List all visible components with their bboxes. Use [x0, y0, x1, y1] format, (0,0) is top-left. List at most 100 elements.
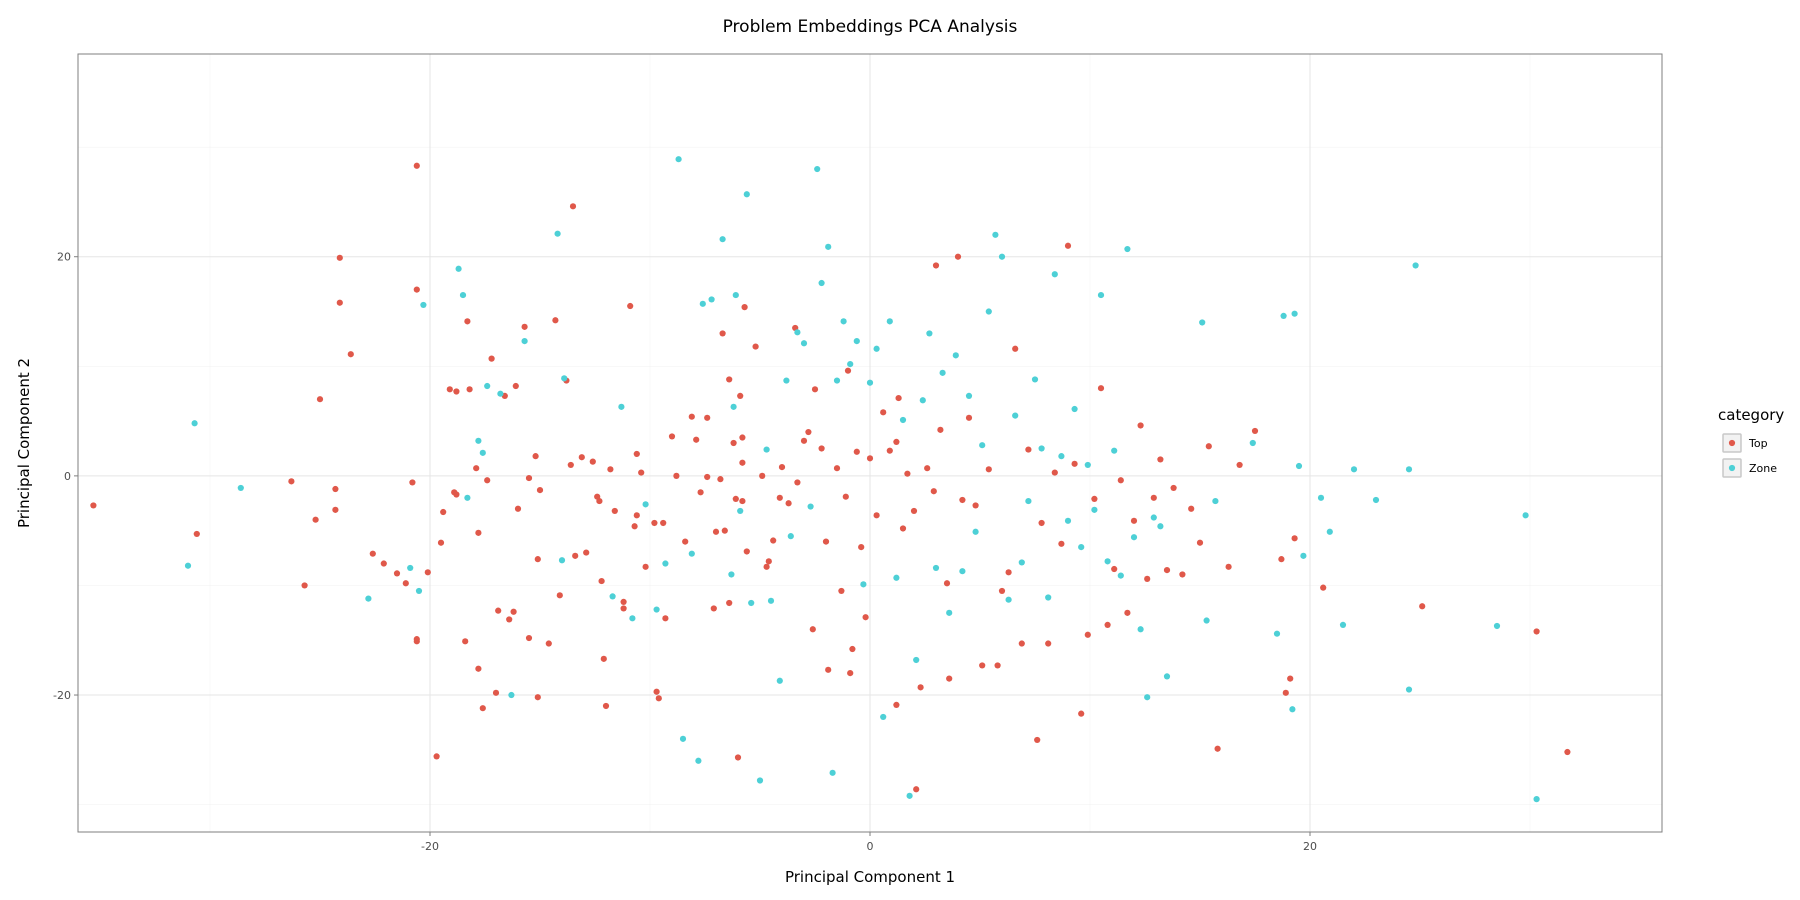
data-point-zone [1326, 528, 1333, 535]
data-point-top [1278, 556, 1285, 563]
data-point-zone [521, 337, 528, 345]
data-point-top [1034, 736, 1041, 744]
data-point-top [437, 539, 445, 546]
data-point-top [332, 485, 339, 493]
data-point-zone [1091, 506, 1098, 513]
data-point-top [719, 330, 726, 337]
data-point-zone [1295, 462, 1303, 470]
data-point-top [930, 488, 937, 495]
data-point-zone [484, 382, 491, 390]
data-point-top [1163, 567, 1171, 574]
data-point-top [578, 454, 585, 461]
data-point-top [1196, 539, 1204, 546]
data-point-zone [743, 191, 750, 198]
data-point-zone [998, 253, 1006, 260]
data-point-zone [407, 564, 414, 572]
data-point-top [602, 702, 610, 710]
data-point-top [512, 382, 519, 390]
data-point-zone [1150, 514, 1157, 521]
data-point-zone [191, 420, 198, 427]
data-point-top [913, 786, 920, 793]
data-point-zone [479, 449, 486, 456]
data-point-top [525, 634, 533, 642]
data-point-zone [699, 300, 706, 307]
data-point-zone [1078, 543, 1085, 551]
data-point-top [413, 286, 420, 293]
y-axis-ticks: -20 0 20 [53, 251, 78, 702]
data-point-top [475, 665, 482, 672]
data-point-top [1078, 710, 1085, 717]
data-point-top [1071, 460, 1078, 467]
data-point-zone [1071, 405, 1078, 413]
data-point-top [1045, 640, 1052, 647]
data-point-top [849, 645, 856, 653]
data-point-top [336, 299, 343, 306]
data-point-zone [475, 437, 482, 444]
data-point-zone [1104, 558, 1111, 565]
data-point-top [710, 605, 717, 612]
data-point-top [1124, 609, 1131, 616]
data-point-top [778, 464, 786, 471]
data-point-zone [1045, 594, 1052, 601]
data-point-top [998, 587, 1006, 595]
data-point-zone [1339, 621, 1347, 628]
data-point-top [506, 616, 513, 623]
data-point-top [655, 695, 662, 702]
data-point-zone [1317, 494, 1325, 501]
data-point-top [1179, 571, 1186, 578]
legend-title: category [1718, 406, 1784, 424]
data-point-top [730, 439, 737, 447]
data-point-top [1130, 517, 1138, 524]
data-point-top [853, 448, 860, 455]
data-point-zone [1064, 517, 1072, 524]
data-point-top [743, 548, 750, 555]
data-point-top [818, 445, 825, 452]
chart-title: Problem Embeddings PCA Analysis [723, 17, 1018, 37]
data-point-zone [926, 330, 933, 337]
data-point-zone [618, 403, 625, 410]
data-point-zone [1144, 694, 1151, 701]
data-point-zone [985, 308, 992, 315]
data-point-top [844, 367, 852, 374]
data-point-zone [814, 165, 821, 173]
data-point-top [536, 487, 544, 494]
data-point-zone [946, 609, 953, 616]
data-point-top [620, 598, 627, 605]
data-point-top [1225, 563, 1232, 570]
data-point-zone [1533, 796, 1540, 803]
data-point-top [413, 638, 420, 645]
data-point-zone [1273, 630, 1281, 637]
data-point-top [660, 519, 667, 527]
data-point-top [600, 655, 607, 662]
data-point-top [473, 465, 480, 472]
data-point-top [972, 502, 979, 509]
data-point-top [288, 478, 295, 485]
data-point-zone [787, 533, 794, 540]
legend-marker-top [1728, 439, 1736, 447]
data-point-zone [675, 156, 682, 163]
data-point-zone [609, 593, 616, 600]
data-point-top [682, 538, 689, 545]
data-point-top [822, 538, 830, 545]
data-point-top [193, 530, 200, 538]
data-point-top [611, 507, 618, 515]
data-point-top [1104, 621, 1111, 628]
data-point-zone [979, 442, 986, 449]
data-point-top [1064, 242, 1072, 249]
data-point-top [552, 317, 559, 324]
data-point-top [886, 447, 893, 454]
data-point-top [866, 455, 874, 462]
data-point-top [809, 626, 816, 633]
data-point-zone [561, 375, 568, 382]
data-point-top [899, 525, 907, 532]
data-point-top [567, 461, 574, 469]
data-point-zone [840, 318, 847, 325]
data-point-top [985, 466, 992, 473]
data-point-top [453, 388, 460, 395]
data-point-top [994, 662, 1001, 669]
data-point-zone [420, 301, 427, 309]
data-point-zone [695, 757, 702, 764]
data-point-top [90, 502, 97, 509]
